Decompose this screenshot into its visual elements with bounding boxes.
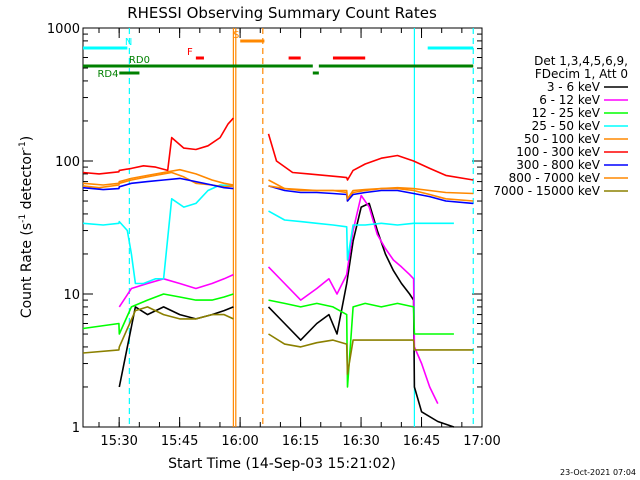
x-tick-label: 16:15 (282, 434, 319, 449)
y-tick-label: 10 (63, 288, 80, 303)
series-lines (82, 117, 474, 428)
x-tick-label: 17:00 (463, 434, 500, 449)
y-axis-label-exponent: -1 (18, 214, 28, 223)
chart-title: RHESSI Observing Summary Count Rates (127, 4, 437, 22)
series-line (118, 202, 455, 428)
x-tick-label: 16:45 (403, 434, 440, 449)
legend: Det 1,3,4,5,6,9,FDecim 1, Att 03 - 6 keV… (493, 54, 628, 198)
y-axis-label-exponent: -1 (18, 141, 28, 150)
annotation-label: F (187, 47, 193, 58)
legend-label: 12 - 25 keV (532, 106, 601, 120)
x-axis: 15:30 15:45 16:00 16:15 16:30 16:45 17:00 (98, 28, 501, 449)
plot-frame (82, 27, 483, 428)
y-axis-label-part: ) (19, 136, 35, 141)
y-axis: 1 10 100 1000 (47, 22, 482, 436)
annotation-label: N (125, 37, 132, 48)
plot-area (82, 27, 483, 428)
x-axis-label: Start Time (14-Sep-03 15:21:02) (168, 456, 396, 472)
legend-header: FDecim 1, Att 0 (535, 67, 628, 81)
series-line (82, 168, 474, 202)
footer-timestamp: 23-Oct-2021 07:04 (560, 468, 636, 477)
x-tick-label: 16:00 (221, 434, 258, 449)
y-axis-label-part: detector (19, 150, 35, 214)
series-line (82, 306, 474, 375)
y-tick-label: 100 (55, 155, 80, 170)
series-line (118, 194, 439, 404)
legend-label: 6 - 12 keV (539, 93, 601, 107)
x-tick-label: 15:30 (100, 434, 137, 449)
mode-annotations: N S F RD0 RD4 (83, 30, 474, 80)
vertical-markers (128, 28, 474, 427)
x-tick-label: 16:30 (342, 434, 379, 449)
legend-label: 3 - 6 keV (547, 80, 601, 94)
legend-label: 800 - 7000 keV (509, 171, 601, 185)
legend-header: Det 1,3,4,5,6,9, (534, 54, 628, 68)
y-tick-label: 1 (72, 421, 80, 436)
annotation-label: RD0 (129, 55, 150, 66)
legend-label: 50 - 100 keV (524, 132, 601, 146)
series-line (82, 117, 474, 181)
x-tick-label: 15:45 (161, 434, 198, 449)
y-axis-label: Count Rate (s-1 detector-1) (18, 136, 35, 318)
y-tick-label: 1000 (47, 22, 80, 37)
legend-label: 100 - 300 keV (516, 145, 600, 159)
annotation-label: S (233, 30, 239, 41)
series-line (82, 293, 454, 388)
legend-label: 300 - 800 keV (516, 158, 600, 172)
annotation-label: RD4 (97, 69, 118, 80)
legend-label: 7000 - 15000 keV (493, 184, 600, 198)
y-axis-label-part: Count Rate (s (19, 223, 35, 318)
series-line (82, 177, 474, 205)
series-line (82, 184, 454, 285)
legend-label: 25 - 50 keV (532, 119, 601, 133)
